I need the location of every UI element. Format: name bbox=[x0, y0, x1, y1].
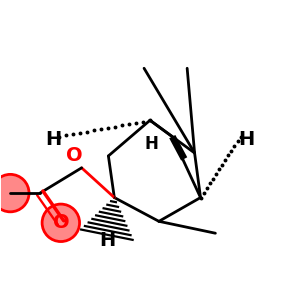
Circle shape bbox=[42, 204, 80, 242]
Text: O: O bbox=[52, 213, 69, 232]
Text: H: H bbox=[145, 135, 158, 153]
Text: O: O bbox=[66, 146, 82, 165]
Text: H: H bbox=[99, 231, 115, 250]
Text: H: H bbox=[45, 130, 62, 149]
Circle shape bbox=[0, 174, 29, 212]
Text: H: H bbox=[238, 130, 255, 149]
